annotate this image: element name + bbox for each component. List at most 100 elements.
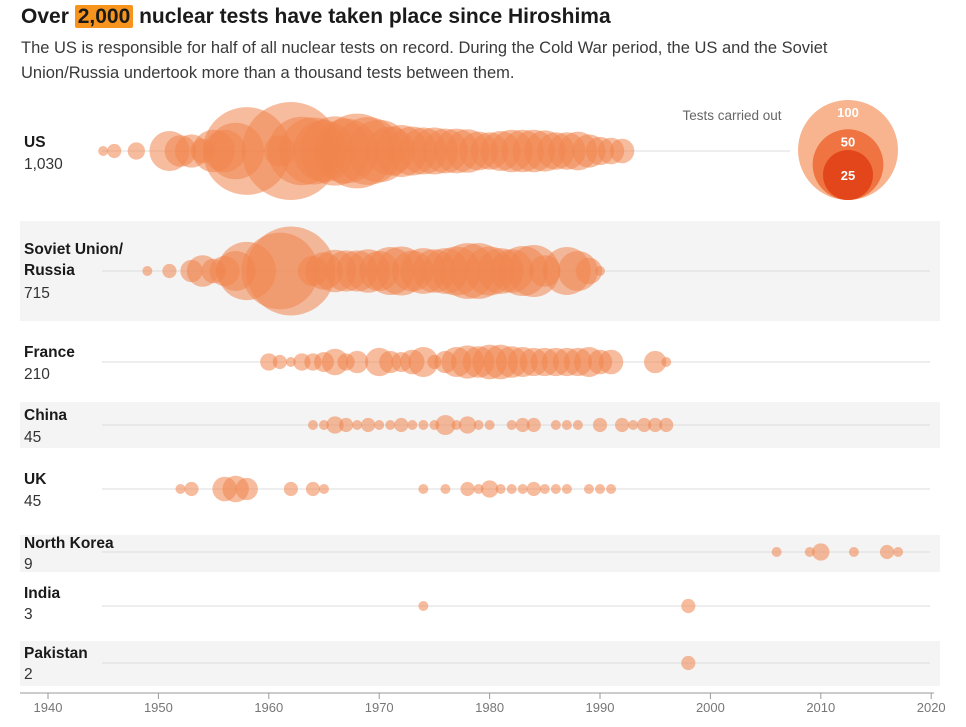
test-bubble: [506, 484, 517, 494]
test-bubble: [184, 481, 199, 497]
test-bubble: [681, 598, 696, 614]
test-bubble: [326, 416, 344, 434]
row-name-label: India: [24, 585, 61, 602]
test-bubble: [609, 138, 635, 164]
test-bubble: [361, 417, 376, 433]
test-bubble: [628, 420, 639, 430]
test-bubble: [394, 417, 409, 433]
x-tick-label: 2010: [806, 700, 835, 715]
x-tick-label: 1970: [365, 700, 394, 715]
test-bubble: [235, 477, 258, 501]
test-bubble: [804, 547, 815, 557]
title-highlight: 2,000: [74, 5, 134, 28]
test-bubble: [484, 420, 495, 430]
x-tick-label: 1980: [475, 700, 504, 715]
test-bubble: [648, 417, 663, 433]
test-bubble: [517, 484, 528, 494]
row-total-label: 1,030: [24, 156, 63, 173]
test-bubble: [583, 484, 594, 494]
test-bubble: [812, 543, 830, 561]
x-tick-label: 1950: [144, 700, 173, 715]
test-bubble: [418, 420, 429, 430]
test-bubble: [272, 354, 287, 370]
test-bubble: [893, 547, 904, 557]
test-bubble: [339, 417, 354, 433]
row-name-label: North Korea: [24, 535, 114, 552]
test-bubble: [598, 349, 624, 375]
row-total-label: 715: [24, 285, 50, 302]
test-bubble: [246, 226, 336, 316]
test-bubble: [352, 420, 363, 430]
test-bubble: [407, 420, 418, 430]
test-bubble: [595, 484, 605, 494]
test-bubble: [506, 420, 517, 430]
test-bubble: [285, 357, 296, 367]
test-bubble: [440, 484, 451, 494]
row-total-label: 2: [24, 666, 33, 683]
test-bubble: [659, 417, 674, 433]
test-bubble: [260, 353, 278, 371]
test-bubble: [345, 350, 369, 374]
test-bubble: [283, 481, 298, 497]
test-bubble: [307, 420, 318, 430]
row-name-label: US: [24, 134, 46, 151]
row-total-label: 45: [24, 493, 41, 510]
test-bubble: [595, 266, 605, 276]
test-bubble: [561, 420, 572, 430]
test-bubble: [661, 357, 672, 367]
test-bubble: [539, 484, 550, 494]
test-bubble: [319, 484, 329, 494]
test-bubble: [637, 417, 652, 433]
test-bubble: [848, 547, 859, 557]
test-bubble: [526, 481, 541, 497]
test-bubble: [615, 417, 630, 433]
test-bubble: [460, 481, 475, 497]
test-bubble: [606, 484, 617, 494]
test-bubble: [98, 146, 109, 156]
test-bubble: [550, 420, 561, 430]
row-name-label: UK: [24, 471, 47, 488]
test-bubble: [515, 417, 530, 433]
row-total-label: 210: [24, 366, 50, 383]
test-bubble: [681, 655, 696, 671]
test-bubble: [458, 416, 477, 434]
title-text-after: nuclear tests have taken place since Hir…: [133, 5, 611, 28]
row-name-label: China: [24, 407, 67, 424]
row-name-label: Pakistan: [24, 645, 88, 662]
row-total-label: 3: [24, 606, 33, 623]
test-bubble: [435, 415, 456, 435]
test-bubble: [418, 601, 429, 611]
row-total-label: 9: [24, 556, 33, 573]
test-bubble: [418, 484, 429, 494]
row-name-label: France: [24, 344, 75, 361]
test-bubble: [175, 484, 186, 494]
row-name-label: Soviet Union/: [24, 241, 124, 258]
test-bubble: [408, 347, 439, 377]
x-tick-label: 1960: [254, 700, 283, 715]
test-bubble: [495, 484, 506, 494]
test-bubble: [526, 417, 541, 433]
test-bubble: [473, 420, 484, 430]
test-bubble: [879, 544, 895, 560]
x-tick-label: 1990: [586, 700, 615, 715]
test-bubble: [162, 263, 177, 279]
test-bubble: [644, 350, 667, 374]
test-bubble: [561, 484, 572, 494]
test-bubble: [572, 420, 583, 430]
test-bubble: [550, 484, 561, 494]
test-bubble: [451, 420, 462, 430]
test-bubble: [142, 266, 153, 276]
row-name-label: Russia: [24, 262, 75, 279]
test-bubble: [771, 547, 782, 557]
x-tick-label: 1940: [34, 700, 63, 715]
test-bubble: [575, 257, 603, 285]
test-bubble: [374, 420, 385, 430]
legend-size-label: 100: [837, 105, 859, 120]
test-bubble: [473, 484, 484, 494]
test-bubble: [592, 417, 608, 433]
test-bubble: [127, 142, 145, 160]
x-tick-label: 2000: [696, 700, 725, 715]
legend-size-label: 25: [841, 168, 855, 183]
chart-subtitle: The US is responsible for half of all nu…: [21, 39, 828, 82]
legend-title: Tests carried out: [682, 108, 781, 123]
